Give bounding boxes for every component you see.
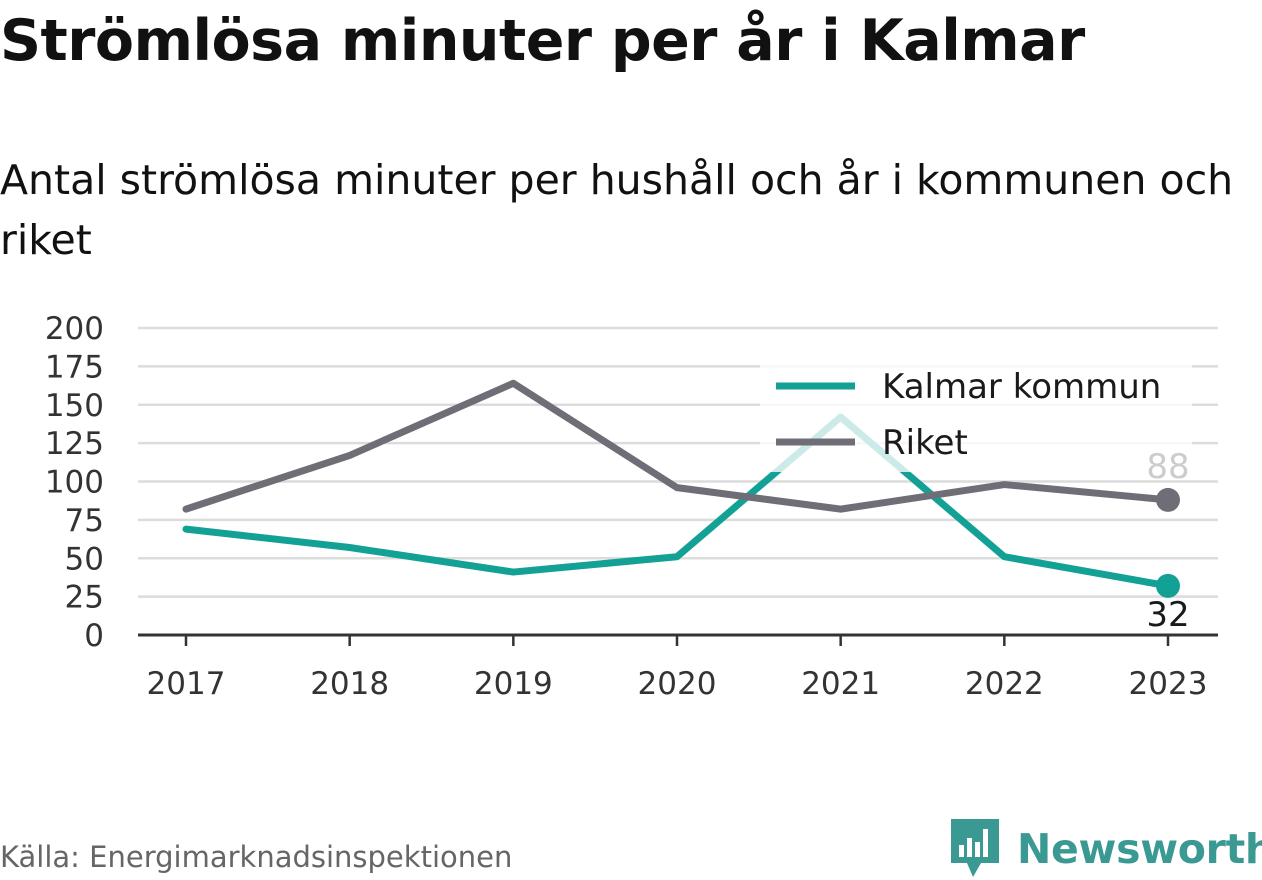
x-tick-label: 2017 xyxy=(147,666,226,702)
y-tick-label: 100 xyxy=(45,465,104,501)
x-axis: 2017 2018 2019 2020 2021 2022 2023 xyxy=(138,633,1218,702)
series-line-0 xyxy=(182,413,1172,590)
end-value-label: 32 xyxy=(1146,595,1189,635)
y-tick-label: 150 xyxy=(45,388,104,424)
legend-label: Riket xyxy=(882,423,968,463)
y-tick-label: 75 xyxy=(65,503,104,539)
series-line-1 xyxy=(182,379,1172,513)
y-tick-label: 0 xyxy=(84,618,104,654)
chart-subtitle: Antal strömlösa minuter per hushåll och … xyxy=(0,156,1234,264)
y-tick-label: 175 xyxy=(45,349,104,385)
series-end-point-0 xyxy=(1156,573,1180,598)
y-tick-label: 25 xyxy=(65,580,104,616)
x-tick-label: 2023 xyxy=(1129,666,1208,702)
y-tick-label: 50 xyxy=(65,541,104,577)
y-tick-label: 200 xyxy=(45,311,104,347)
brand-logo: Newsworthy xyxy=(951,818,1262,880)
x-tick-label: 2018 xyxy=(310,666,389,702)
chart-title: Strömlösa minuter per år i Kalmar xyxy=(0,8,1085,74)
newsworthy-logo-icon xyxy=(951,819,999,877)
end-labels: 32 88 xyxy=(1146,447,1189,635)
y-tick-label: 125 xyxy=(45,426,104,462)
x-tick-label: 2019 xyxy=(474,666,553,702)
legend: Kalmar kommun Riket xyxy=(760,360,1192,472)
legend-label: Kalmar kommun xyxy=(882,367,1161,407)
end-value-label: 88 xyxy=(1146,447,1189,487)
series-lines xyxy=(182,379,1180,598)
x-tick-label: 2020 xyxy=(638,666,717,702)
x-tick-label: 2022 xyxy=(965,666,1044,702)
x-tick-label: 2021 xyxy=(801,666,880,702)
legend-backdrop xyxy=(760,360,1192,472)
series-end-point-1 xyxy=(1156,487,1180,512)
source-note: Källa: Energimarknadsinspektionen xyxy=(0,840,513,874)
brand-name: Newsworthy xyxy=(1017,825,1262,873)
